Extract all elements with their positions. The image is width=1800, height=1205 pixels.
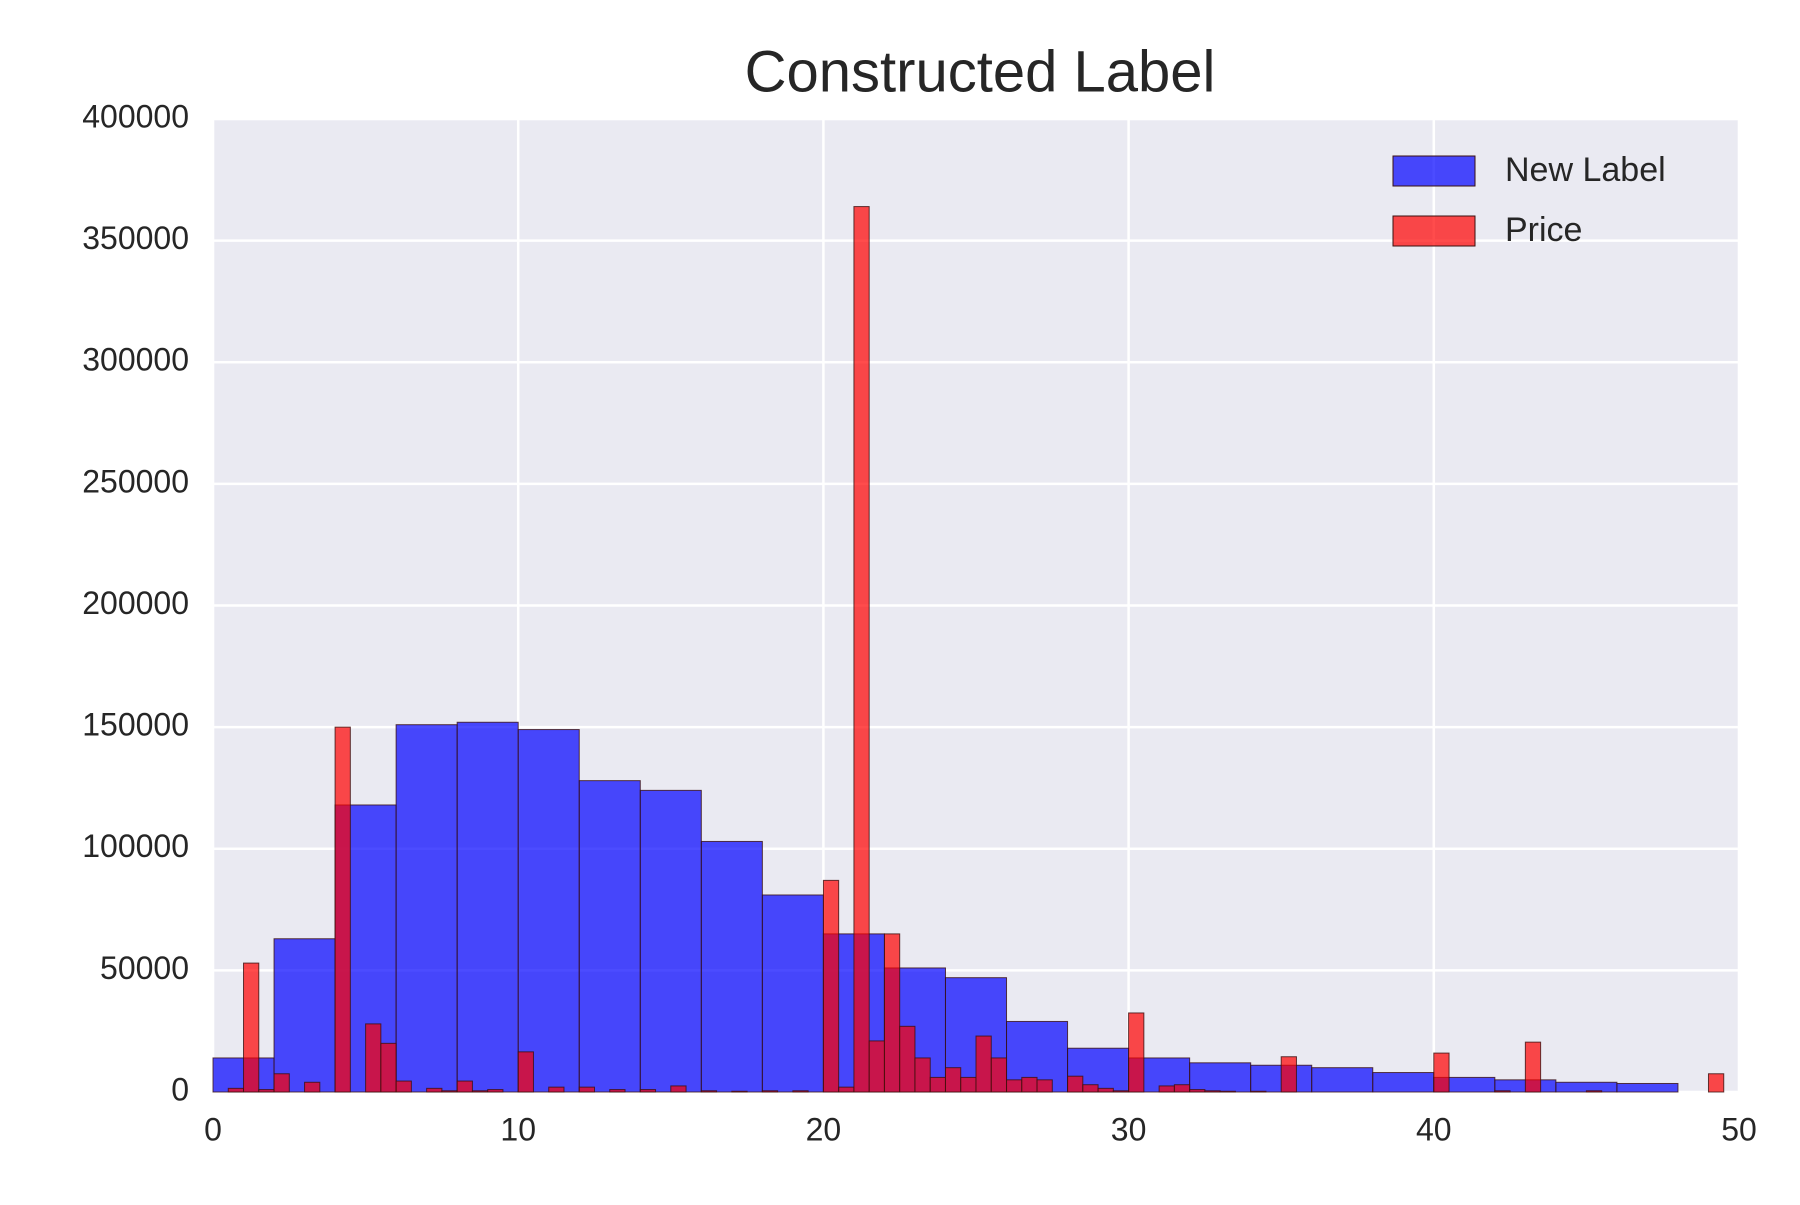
x-tick-label: 50	[1721, 1111, 1757, 1147]
histogram-bar	[1036, 1079, 1053, 1093]
legend-label: New Label	[1505, 151, 1666, 189]
x-tick-label: 10	[500, 1111, 536, 1147]
histogram-bar	[426, 1087, 443, 1093]
histogram-bar	[258, 1089, 275, 1093]
histogram-bar	[822, 879, 840, 1093]
histogram-bar	[792, 1090, 809, 1093]
y-tick-label: 150000	[82, 707, 189, 743]
y-tick-label: 350000	[82, 220, 189, 256]
histogram-bar	[1372, 1072, 1435, 1093]
histogram-bar	[838, 1086, 855, 1093]
histogram-bar	[243, 962, 260, 1093]
histogram-bar	[960, 1076, 977, 1093]
histogram-bar	[990, 1057, 1008, 1093]
histogram-bar	[1616, 1082, 1679, 1093]
histogram-bar	[487, 1089, 504, 1093]
histogram-bar	[1173, 1084, 1191, 1093]
histogram-bar	[1494, 1090, 1511, 1093]
histogram-bar	[517, 729, 580, 1093]
histogram-bar	[578, 780, 641, 1093]
histogram-bar	[456, 1080, 473, 1093]
histogram-bar	[761, 894, 824, 1093]
histogram-bar	[456, 721, 519, 1093]
y-tick-label: 400000	[82, 98, 189, 134]
histogram-bar	[853, 206, 870, 1093]
x-tick-label: 40	[1416, 1111, 1452, 1147]
histogram-bar	[304, 1081, 321, 1093]
histogram-bar	[227, 1087, 245, 1093]
histogram-bar	[1250, 1090, 1267, 1093]
histogram-bar	[273, 1073, 290, 1093]
x-tick-label: 0	[204, 1111, 222, 1147]
histogram-bar	[899, 1025, 916, 1093]
histogram-bar	[1311, 1067, 1374, 1093]
y-tick-label: 0	[171, 1071, 189, 1107]
histogram-bar	[1219, 1090, 1236, 1093]
labels: 0 50000 100000 150000 200000 250000 300000 3500…	[82, 98, 1757, 1147]
x-tick-label: 20	[806, 1111, 842, 1147]
histogram-bar	[578, 1086, 595, 1093]
histogram-bar	[731, 1090, 748, 1093]
histogram-bar	[1707, 1073, 1725, 1093]
histogram-bar	[365, 1023, 382, 1093]
histogram-bar	[1524, 1041, 1542, 1093]
legend-swatch	[1392, 215, 1476, 247]
histogram-bar	[868, 1040, 885, 1093]
histogram-bar	[1204, 1090, 1221, 1093]
histogram-bar	[1189, 1089, 1206, 1093]
histogram-bar	[639, 1089, 657, 1093]
histogram-bar	[929, 1076, 946, 1093]
histogram-bar	[883, 933, 901, 1093]
y-tick-label: 200000	[82, 585, 189, 621]
histogram-bar	[1158, 1085, 1175, 1093]
histogram-bar	[639, 789, 702, 1093]
y-tick-label: 100000	[82, 828, 189, 864]
histogram-bar	[334, 726, 351, 1093]
histogram-bar	[609, 1089, 626, 1093]
y-tick-label: 300000	[82, 342, 189, 378]
chart-title: Constructed Label	[745, 39, 1216, 104]
histogram-bar	[395, 1080, 412, 1093]
histogram-bar	[914, 1057, 931, 1093]
histogram-bar	[1006, 1079, 1023, 1093]
histogram-bar	[1585, 1090, 1603, 1093]
histogram-bar	[1067, 1075, 1084, 1093]
histogram-bar	[1097, 1087, 1114, 1093]
histogram-bar	[700, 840, 763, 1093]
histogram-bar	[395, 724, 458, 1093]
histogram-bar	[1280, 1056, 1297, 1093]
legend-swatch	[1392, 155, 1476, 187]
histogram-bar	[517, 1051, 534, 1093]
legend-label: Price	[1505, 211, 1582, 249]
histogram-bar	[1433, 1052, 1450, 1093]
histogram-bar	[761, 1090, 779, 1093]
x-tick-label: 30	[1111, 1111, 1147, 1147]
histogram-bar	[441, 1090, 458, 1093]
histogram-bar	[700, 1090, 718, 1093]
histogram-bar	[548, 1086, 565, 1093]
histogram-bar	[380, 1042, 397, 1093]
histogram-bar	[471, 1090, 489, 1093]
histogram-bar	[1189, 1062, 1252, 1093]
bars	[212, 206, 1725, 1093]
histogram-bar	[975, 1035, 992, 1093]
histogram-bar	[1128, 1012, 1145, 1093]
histogram-bar	[1112, 1090, 1130, 1093]
y-tick-label: 250000	[82, 463, 189, 499]
y-tick-label: 50000	[100, 950, 189, 986]
histogram-bar	[944, 1067, 962, 1093]
histogram-bar	[670, 1085, 687, 1093]
histogram-bar	[273, 938, 336, 1093]
histogram-bar	[1082, 1084, 1099, 1093]
histogram-bar	[1021, 1076, 1038, 1093]
